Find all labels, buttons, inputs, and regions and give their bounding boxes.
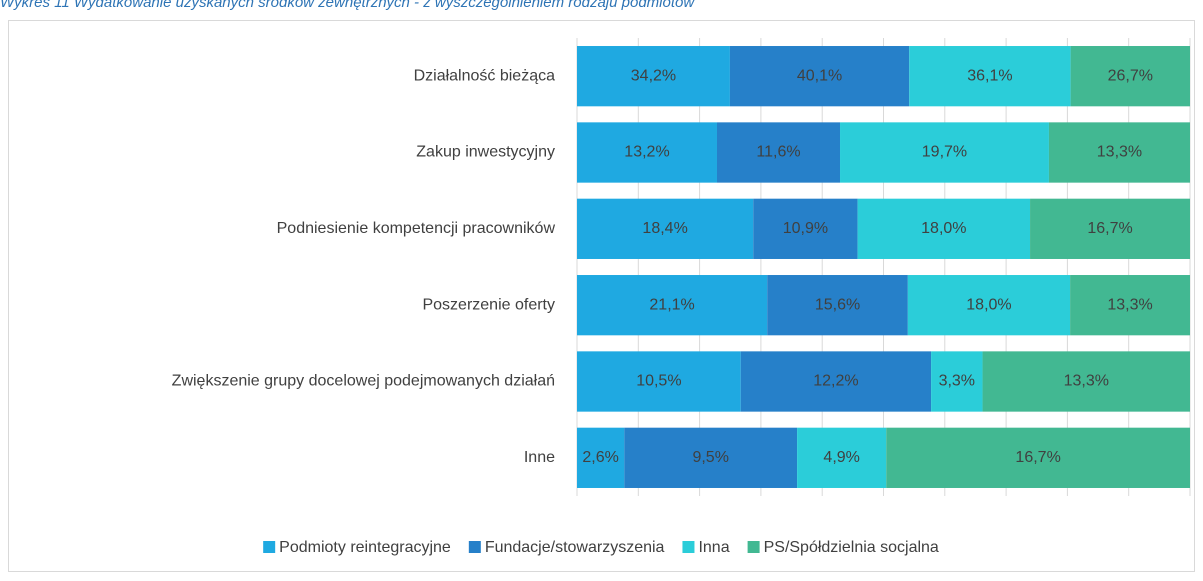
bar-segment: [886, 427, 1190, 488]
data-label: 13,2%: [624, 144, 669, 161]
data-label: 18,0%: [921, 220, 966, 237]
data-label: 34,2%: [631, 67, 676, 84]
bar-segment: [857, 198, 1031, 259]
bar-segment: [982, 351, 1190, 412]
chart-title: Wykres 11 Wydatkowanie uzyskanych środkó…: [0, 0, 695, 11]
y-tick-label: Zwiększenie grupy docelowej podejmowanyc…: [172, 373, 555, 390]
bar-segment: [740, 351, 932, 412]
bar-segment: [840, 122, 1049, 183]
bar-segment: [577, 351, 741, 412]
bar-segment: [577, 46, 730, 107]
bar-segment: [716, 122, 841, 183]
data-label: 18,0%: [966, 296, 1011, 313]
bar-segment: [729, 46, 910, 107]
legend-swatch: [263, 541, 276, 553]
data-label: 13,3%: [1097, 144, 1142, 161]
data-label: 11,6%: [756, 144, 800, 161]
bar-segment: [1070, 275, 1190, 336]
legend-label: Fundacje/stowarzyszenia: [485, 539, 665, 556]
y-tick-label: Podniesienie kompetencji pracowników: [277, 220, 556, 237]
data-label: 13,3%: [1107, 296, 1152, 313]
data-label: 9,5%: [692, 449, 728, 466]
bar-segment: [753, 198, 858, 259]
data-label: 26,7%: [1108, 67, 1153, 84]
y-tick-label: Inne: [524, 449, 555, 466]
data-label: 16,7%: [1015, 449, 1060, 466]
bar-segment: [577, 122, 717, 183]
bar-segment: [1030, 198, 1190, 259]
data-label: 2,6%: [582, 449, 618, 466]
y-tick-label: Zakup inwestycyjny: [416, 144, 555, 161]
data-label: 18,4%: [642, 220, 687, 237]
bar-segment: [1048, 122, 1190, 183]
data-label: 3,3%: [939, 373, 975, 390]
bar-segment: [931, 351, 983, 412]
legend-swatch: [747, 541, 760, 553]
y-tick-label: Działalność bieżąca: [414, 67, 556, 84]
data-label: 21,1%: [649, 296, 694, 313]
legend-label: Inna: [698, 539, 729, 556]
data-label: 40,1%: [797, 67, 842, 84]
data-label: 10,5%: [636, 373, 681, 390]
bar-segment: [1070, 46, 1190, 107]
legend-label: PS/Spółdzielnia socjalna: [764, 539, 939, 556]
bar-segment: [909, 46, 1071, 107]
data-label: 19,7%: [922, 144, 967, 161]
bar-segment: [577, 275, 768, 336]
bar-segment: [577, 427, 625, 488]
data-label: 4,9%: [823, 449, 859, 466]
bar-segment: [767, 275, 908, 336]
bar-segment: [577, 198, 754, 259]
data-label: 12,2%: [813, 373, 858, 390]
bar-segment: [907, 275, 1071, 336]
data-label: 10,9%: [783, 220, 828, 237]
bar-segment: [624, 427, 798, 488]
bar-segment: [797, 427, 887, 488]
data-label: 16,7%: [1087, 220, 1132, 237]
legend-swatch: [468, 541, 481, 553]
y-tick-label: Poszerzenie oferty: [422, 296, 555, 313]
legend-label: Podmioty reintegracyjne: [279, 539, 451, 556]
data-label: 36,1%: [967, 67, 1012, 84]
data-label: 15,6%: [815, 296, 860, 313]
data-label: 13,3%: [1064, 373, 1109, 390]
legend-swatch: [682, 541, 695, 553]
